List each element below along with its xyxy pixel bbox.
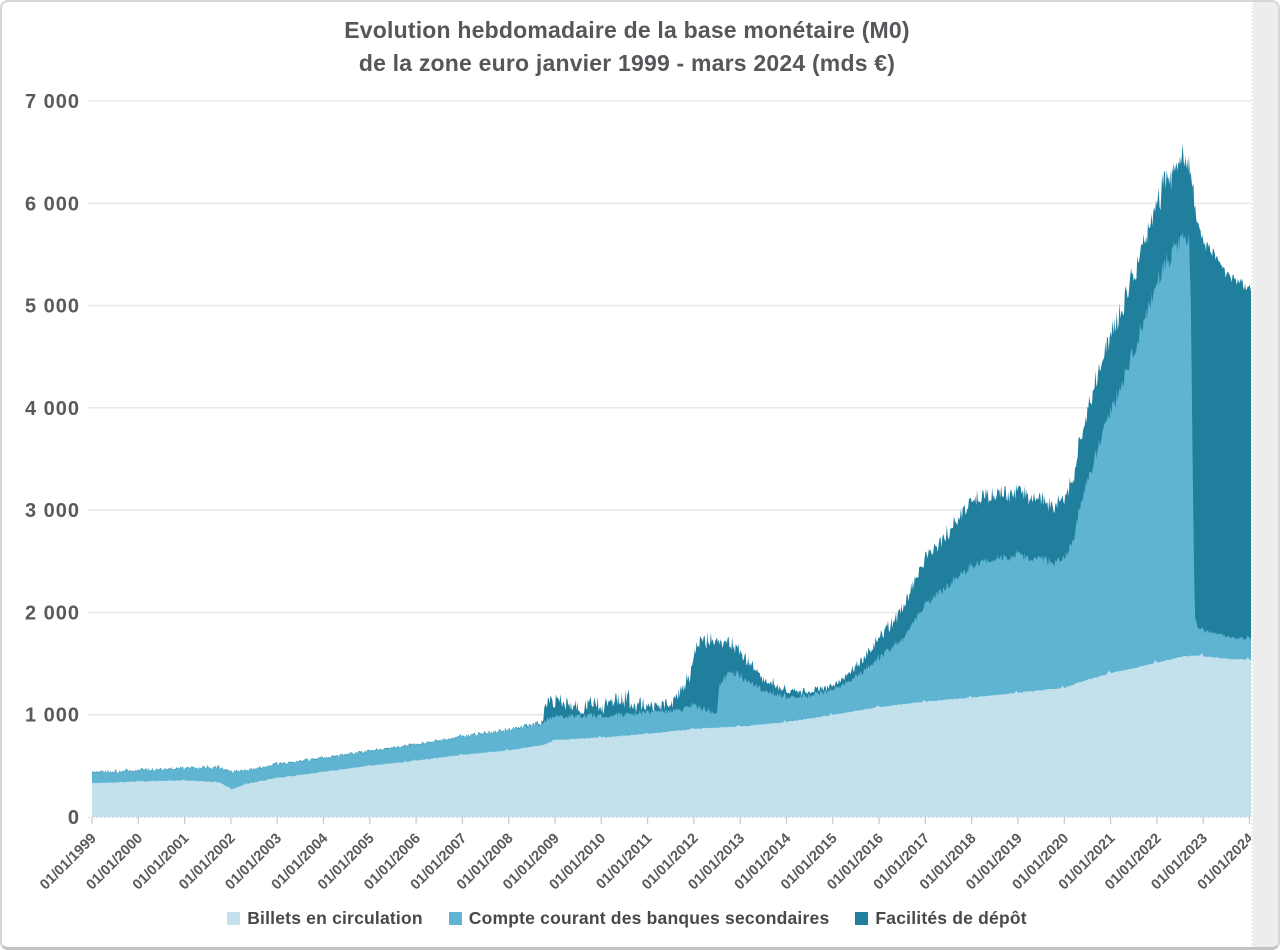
vertical-scrollbar[interactable]: [1251, 2, 1278, 947]
chart-legend: Billets en circulation Compte courant des…: [2, 908, 1252, 929]
y-axis-label: 3 000: [25, 500, 80, 522]
area-billets-en-circulation: [92, 653, 1252, 817]
legend-swatch-icon: [855, 912, 869, 925]
legend-item: Billets en circulation: [227, 908, 423, 929]
y-axis-label: 4 000: [25, 398, 80, 420]
area-compte-courant: [92, 232, 1252, 817]
legend-item: Facilités de dépôt: [855, 908, 1027, 929]
legend-label: Facilités de dépôt: [875, 908, 1027, 928]
legend-swatch-icon: [227, 912, 241, 925]
y-axis-label: 7 000: [25, 91, 80, 113]
y-axis-label: 6 000: [25, 193, 80, 215]
y-axis-label: 0: [68, 807, 80, 829]
y-axis-label: 5 000: [25, 296, 80, 318]
chart-title-line-1: Evolution hebdomadaire de la base monéta…: [344, 17, 910, 43]
stacked-area-chart: 01/01/199901/01/200001/01/200101/01/2002…: [25, 91, 1252, 893]
y-axis-label: 2 000: [25, 602, 80, 624]
chart-title: Evolution hebdomadaire de la base monéta…: [2, 14, 1252, 80]
legend-label: Compte courant des banques secondaires: [468, 908, 830, 928]
legend-swatch-icon: [448, 912, 462, 925]
y-axis-label: 1 000: [25, 705, 80, 727]
legend-item: Compte courant des banques secondaires: [448, 908, 830, 929]
legend-label: Billets en circulation: [247, 908, 423, 928]
chart-title-line-2: de la zone euro janvier 1999 - mars 2024…: [358, 50, 896, 76]
